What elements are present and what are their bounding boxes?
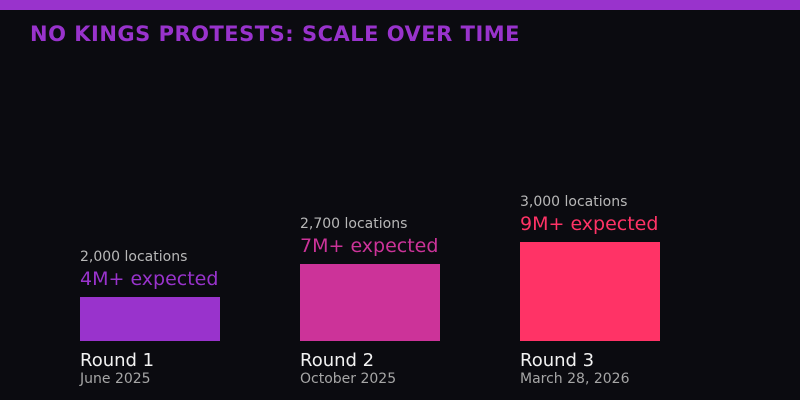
date-label: June 2025 — [80, 370, 151, 387]
chart-title: NO KINGS PROTESTS: SCALE OVER TIME — [30, 22, 521, 46]
bar-group-round-1: 2,000 locations 4M+ expected Round 1 Jun… — [80, 0, 220, 400]
expected-label: 7M+ expected — [300, 235, 439, 258]
top-accent-band — [0, 0, 800, 10]
bar-labels-above: 2,700 locations 7M+ expected — [300, 216, 438, 258]
bar-round-3 — [520, 242, 660, 341]
round-label: Round 3 — [520, 350, 595, 371]
locations-label: 2,000 locations — [80, 248, 188, 265]
round-label: Round 1 — [80, 350, 155, 371]
bar-round-2 — [300, 264, 440, 341]
bar-labels-below: Round 2 October 2025 — [300, 351, 396, 388]
bar-group-round-3: 3,000 locations 9M+ expected Round 3 Mar… — [520, 0, 660, 400]
expected-label: 9M+ expected — [520, 213, 659, 236]
round-label: Round 2 — [300, 350, 375, 371]
date-label: March 28, 2026 — [520, 370, 630, 387]
bar-labels-above: 2,000 locations 4M+ expected — [80, 249, 218, 291]
bar-labels-above: 3,000 locations 9M+ expected — [520, 194, 658, 236]
bar-round-1 — [80, 297, 220, 341]
locations-label: 3,000 locations — [520, 193, 628, 210]
bar-group-round-2: 2,700 locations 7M+ expected Round 2 Oct… — [300, 0, 440, 400]
bar-labels-below: Round 1 June 2025 — [80, 351, 154, 388]
date-label: October 2025 — [300, 370, 397, 387]
expected-label: 4M+ expected — [80, 268, 219, 291]
locations-label: 2,700 locations — [300, 215, 408, 232]
bar-labels-below: Round 3 March 28, 2026 — [520, 351, 629, 388]
